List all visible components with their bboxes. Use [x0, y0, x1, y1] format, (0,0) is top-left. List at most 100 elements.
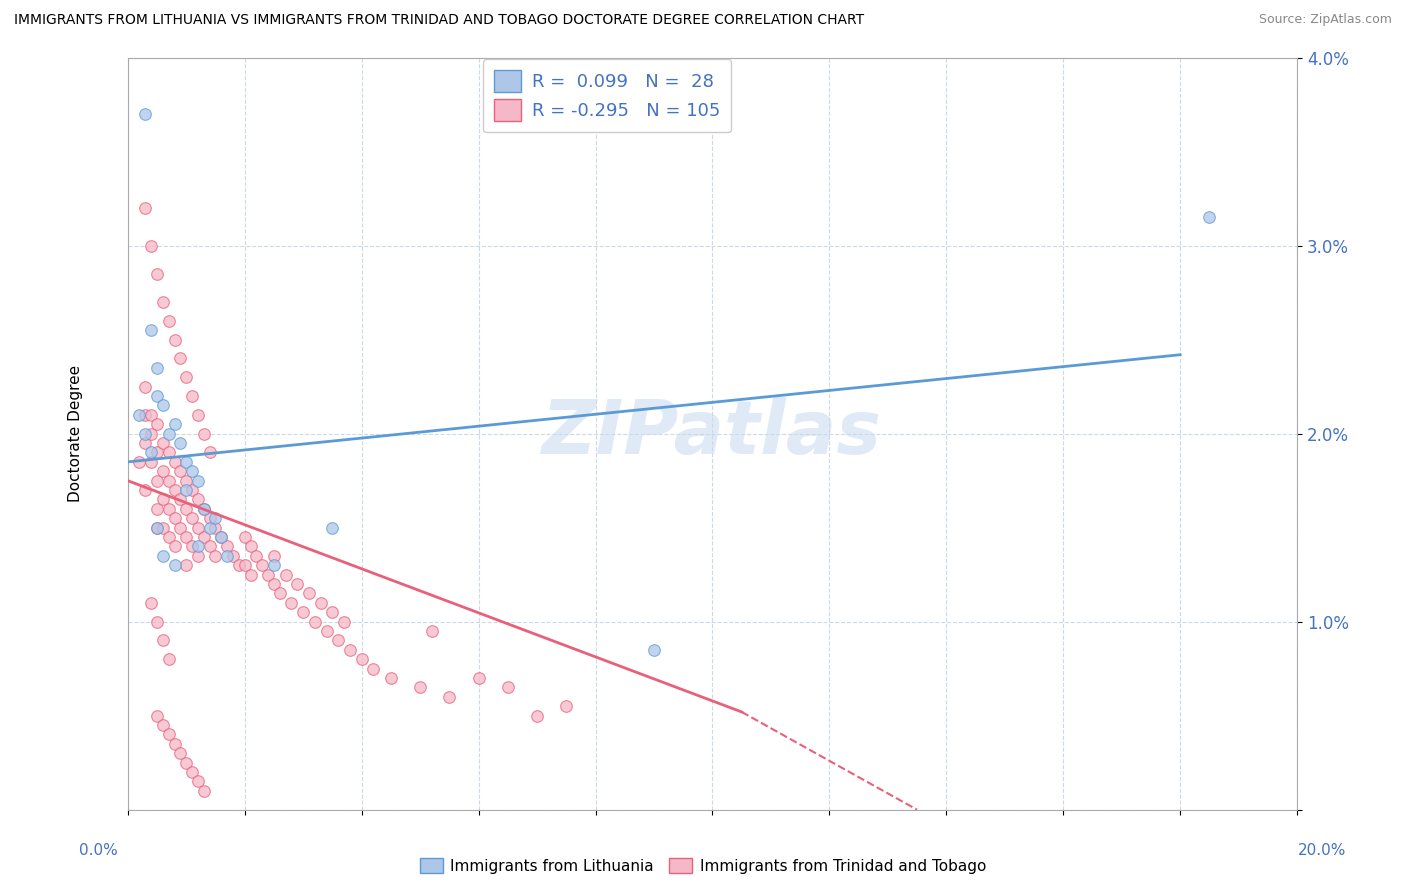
Point [146, 474, 169, 488]
Point [467, 671, 489, 685]
Point [163, 540, 186, 554]
Point [157, 652, 180, 666]
Point [181, 540, 204, 554]
Point [174, 558, 197, 573]
Point [134, 201, 156, 215]
Point [380, 671, 402, 685]
Point [181, 389, 204, 403]
Point [174, 483, 197, 497]
Point [141, 445, 163, 459]
Point [233, 558, 256, 573]
Point [222, 549, 245, 563]
Point [193, 502, 215, 516]
Point [157, 530, 180, 544]
Point [285, 577, 308, 591]
Point [134, 483, 156, 497]
Point [134, 107, 156, 121]
Point [339, 643, 361, 657]
Point [152, 295, 174, 310]
Point [157, 445, 180, 459]
Point [146, 521, 169, 535]
Point [228, 558, 250, 573]
Point [152, 718, 174, 732]
Point [146, 445, 169, 459]
Point [363, 662, 385, 676]
Point [181, 765, 204, 780]
Point [193, 784, 215, 798]
Point [146, 267, 169, 281]
Point [439, 690, 461, 704]
Point [128, 408, 150, 422]
Point [152, 633, 174, 648]
Point [204, 521, 226, 535]
Point [328, 633, 350, 648]
Point [263, 577, 285, 591]
Text: ZIPatlas: ZIPatlas [543, 397, 883, 470]
Point [152, 492, 174, 507]
Point [263, 549, 285, 563]
Point [174, 502, 197, 516]
Point [146, 521, 169, 535]
Point [280, 596, 302, 610]
Point [169, 464, 191, 478]
Point [141, 238, 163, 252]
Point [257, 567, 280, 582]
Point [163, 737, 186, 751]
Point [292, 605, 315, 619]
Point [152, 549, 174, 563]
Text: 20.0%: 20.0% [1298, 843, 1346, 858]
Point [174, 370, 197, 384]
Text: 0.0%: 0.0% [79, 843, 118, 858]
Point [169, 492, 191, 507]
Legend: R =  0.099   N =  28, R = -0.295   N = 105: R = 0.099 N = 28, R = -0.295 N = 105 [484, 59, 731, 132]
Point [157, 314, 180, 328]
Point [193, 426, 215, 441]
Point [141, 455, 163, 469]
Point [217, 549, 239, 563]
Point [555, 699, 578, 714]
Point [526, 708, 548, 723]
Point [141, 596, 163, 610]
Point [198, 521, 221, 535]
Point [233, 530, 256, 544]
Point [134, 380, 156, 394]
Point [163, 511, 186, 525]
Point [157, 727, 180, 741]
Point [198, 540, 221, 554]
Point [169, 436, 191, 450]
Point [163, 483, 186, 497]
Point [321, 605, 343, 619]
Point [350, 652, 373, 666]
Point [187, 549, 209, 563]
Point [128, 455, 150, 469]
Point [141, 426, 163, 441]
Point [187, 521, 209, 535]
Point [321, 521, 343, 535]
Point [181, 511, 204, 525]
Legend: Immigrants from Lithuania, Immigrants from Trinidad and Tobago: Immigrants from Lithuania, Immigrants fr… [413, 852, 993, 880]
Point [134, 436, 156, 450]
Text: IMMIGRANTS FROM LITHUANIA VS IMMIGRANTS FROM TRINIDAD AND TOBAGO DOCTORATE DEGRE: IMMIGRANTS FROM LITHUANIA VS IMMIGRANTS … [14, 13, 865, 28]
Point [187, 492, 209, 507]
Point [496, 681, 519, 695]
Point [274, 567, 297, 582]
Point [239, 540, 262, 554]
Point [217, 540, 239, 554]
Point [157, 474, 180, 488]
Point [187, 774, 209, 789]
Point [239, 567, 262, 582]
Point [169, 521, 191, 535]
Point [146, 502, 169, 516]
Point [193, 530, 215, 544]
Point [420, 624, 443, 639]
Point [193, 502, 215, 516]
Point [163, 417, 186, 432]
Point [163, 558, 186, 573]
Text: Doctorate Degree: Doctorate Degree [67, 365, 83, 502]
Point [1198, 211, 1220, 225]
Point [141, 408, 163, 422]
Point [298, 586, 321, 600]
Point [146, 615, 169, 629]
Point [163, 333, 186, 347]
Point [304, 615, 326, 629]
